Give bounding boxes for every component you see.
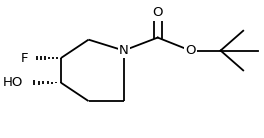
Text: N: N — [119, 44, 129, 57]
Text: HO: HO — [3, 76, 23, 89]
Text: O: O — [185, 44, 196, 57]
Text: F: F — [21, 52, 28, 65]
Text: O: O — [152, 6, 163, 19]
